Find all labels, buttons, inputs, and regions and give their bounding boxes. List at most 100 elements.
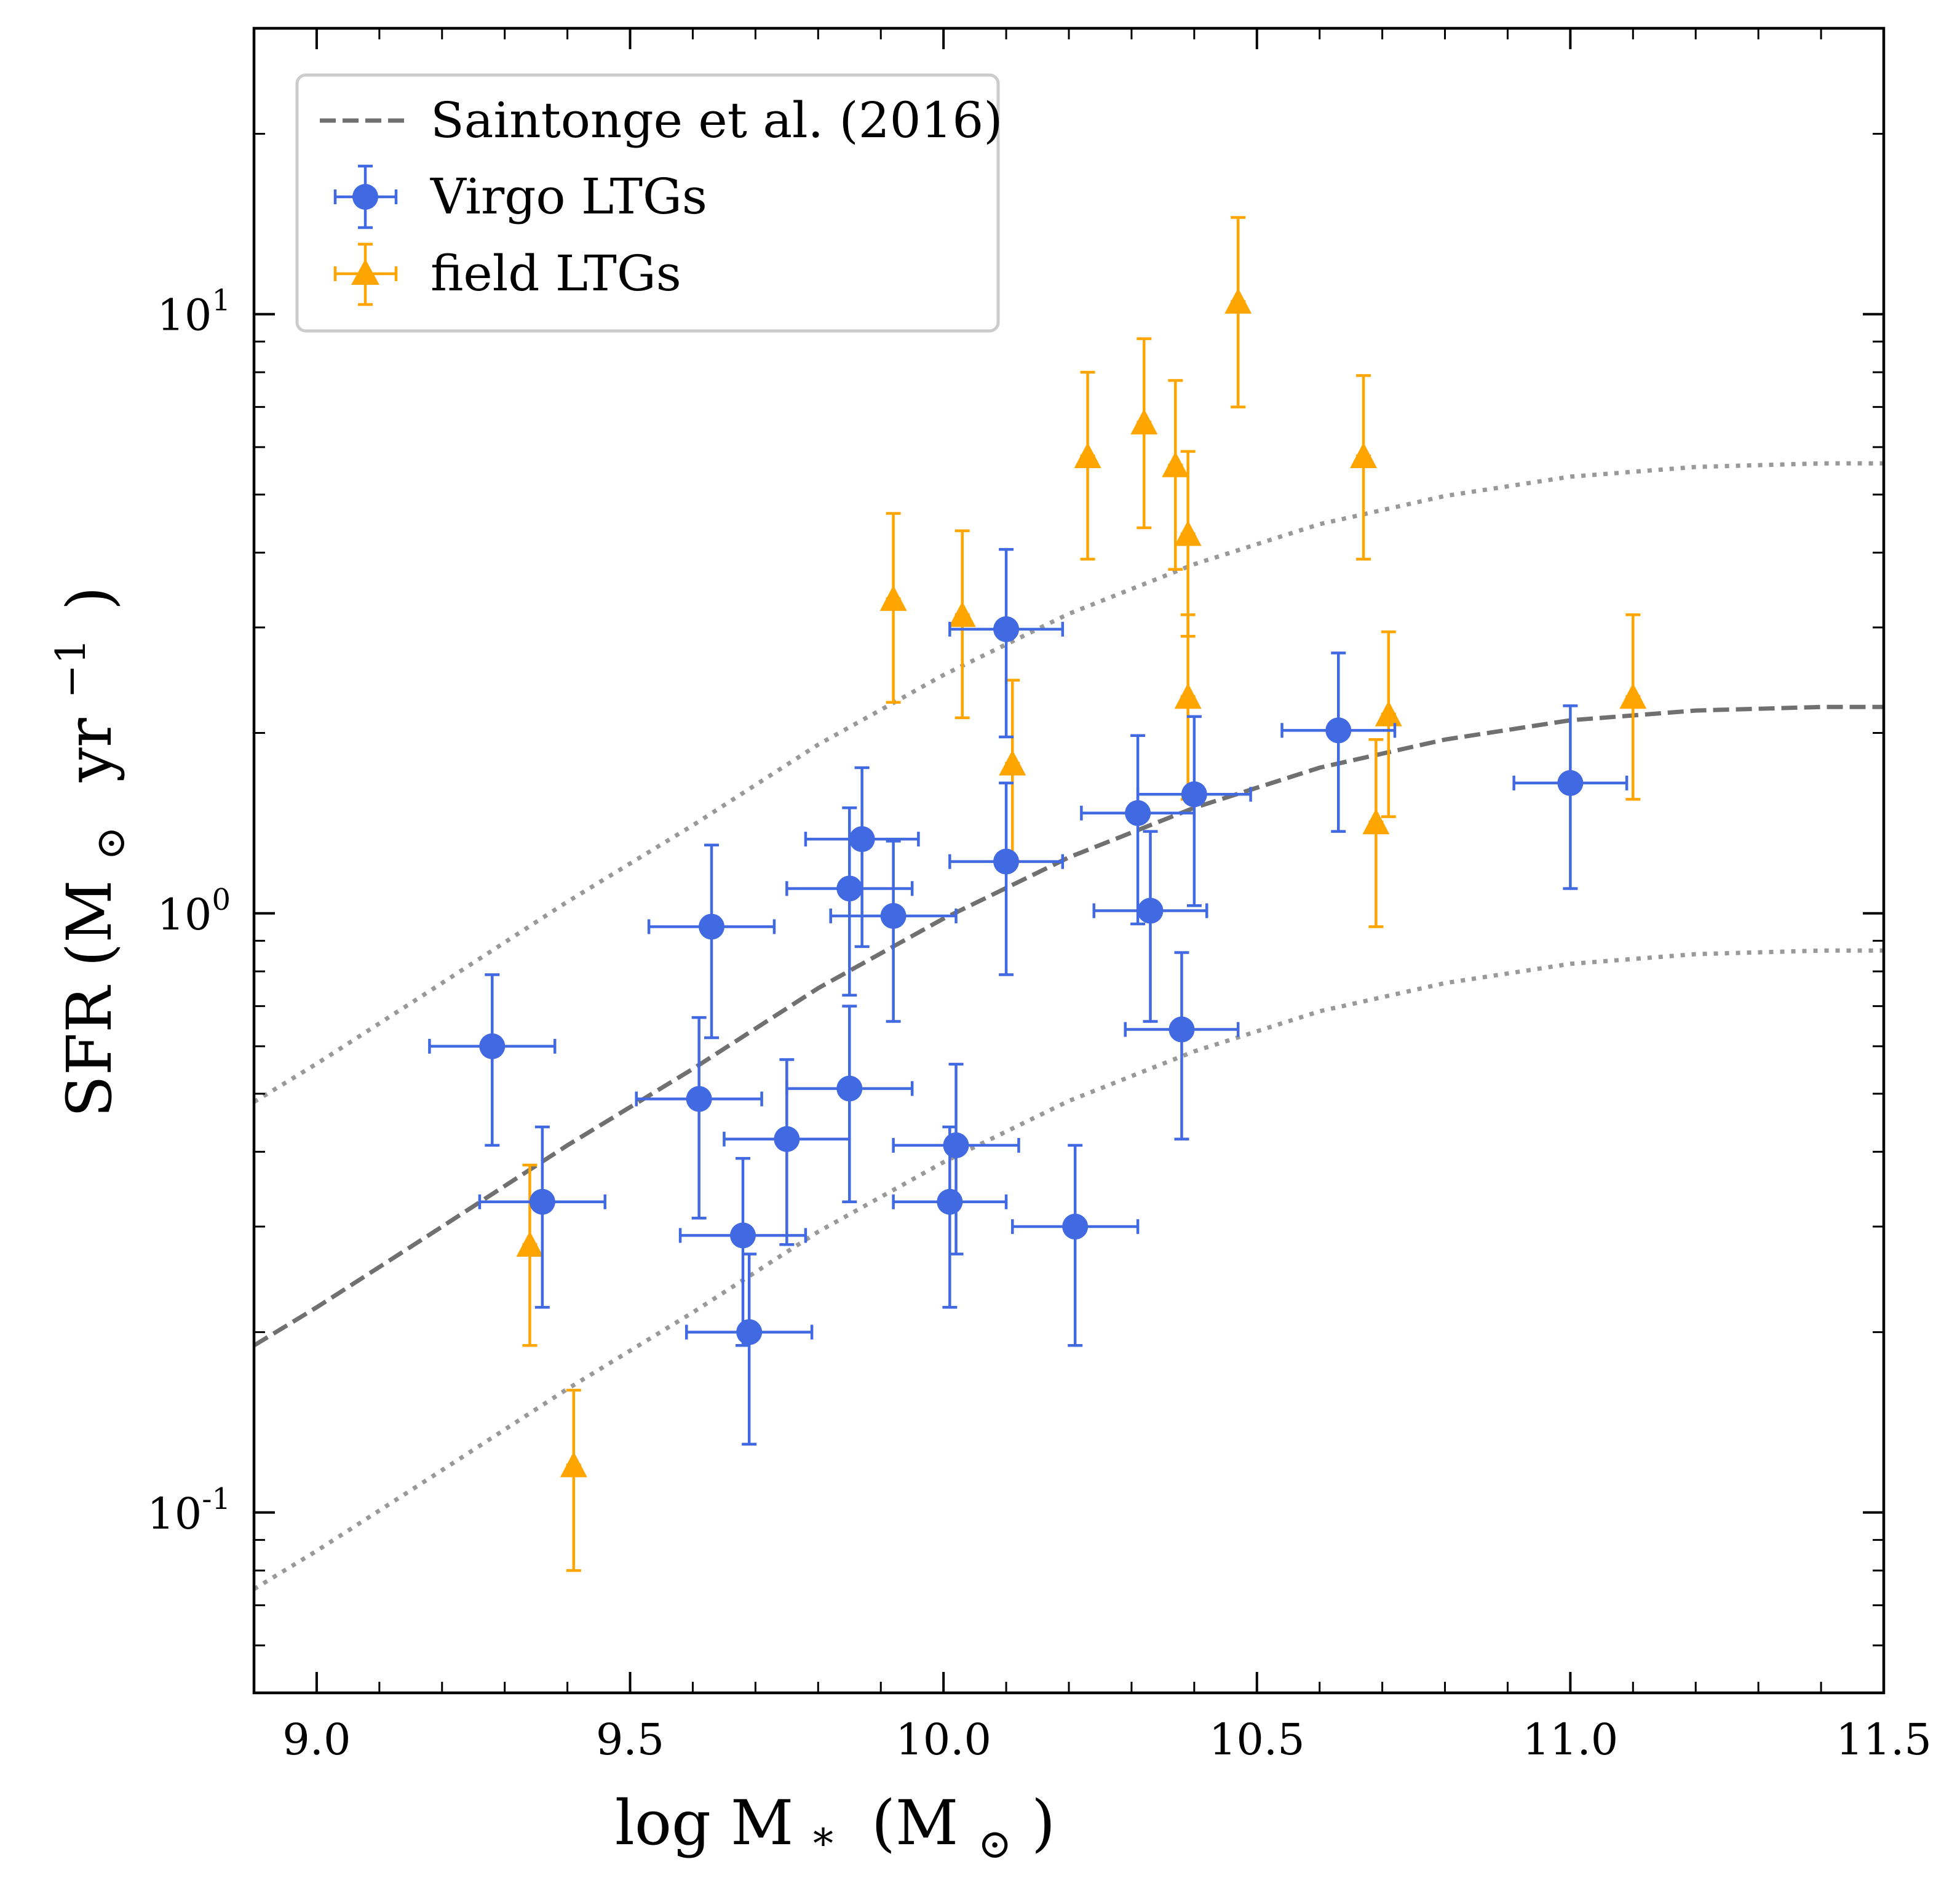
x-tick-label: 9.5 [596,1714,664,1765]
virgo-ltg-marker [849,826,875,853]
field-ltg-marker [1350,442,1378,468]
virgo-ltg-marker [937,1188,963,1215]
y-tick-exponent: 0 [212,883,231,917]
legend-fit-label: Saintonge et al. (2016) [430,92,1003,149]
field-ltg-marker [999,749,1026,776]
field-ltg-marker [1362,808,1390,835]
field-ltg-marker [1162,452,1189,477]
x-axis-label-unit-open: (M [871,1787,958,1859]
field-ltg-marker [1130,408,1158,435]
x-tick-label: 11.0 [1522,1714,1618,1765]
virgo-ltg-point [785,1005,914,1203]
field-ltg-point [560,1388,587,1572]
field-ltg-point [1350,374,1378,561]
field-ltg-point [1174,613,1202,801]
virgo-ltg-point [678,1156,807,1347]
virgo-ltg-point [1512,704,1629,890]
virgo-ltg-point [829,840,958,1023]
field-ltg-point [516,1163,544,1347]
field-ltg-marker [1224,288,1252,314]
legend-virgo-label: Virgo LTGs [430,168,707,225]
y-axis-label-unit: yr [54,718,125,782]
y-tick-base: 10 [147,1489,202,1539]
x-axis-label-unit-sub: ⊙ [978,1820,1012,1868]
virgo-ltg-point [685,1252,814,1446]
virgo-ltg-marker [736,1319,763,1345]
x-axis-label-sub: * [813,1820,833,1868]
x-axis-label-unit-close: ) [1031,1787,1055,1859]
field-ltg-point [948,529,976,720]
x-tick-label: 11.5 [1836,1714,1932,1765]
scatter-band-lines [254,461,1884,1591]
x-tick-label: 10.5 [1209,1714,1305,1765]
x-tick-label: 10.0 [895,1714,991,1765]
virgo-ltg-point [478,1125,607,1309]
virgo-ltg-point [635,1016,763,1220]
field-ltg-point [1074,370,1101,561]
virgo-ltg-marker [1125,800,1151,826]
y-axis-label-close: ) [54,586,125,610]
virgo-ltgs-series [428,547,1629,1446]
virgo-ltg-marker [1557,770,1584,796]
virgo-ltg-marker [774,1126,800,1152]
field-ltg-marker [948,601,976,627]
x-axis-label-main: log M [615,1787,793,1859]
virgo-ltg-marker [1168,1016,1195,1043]
legend-field-marker [351,259,379,285]
virgo-ltg-marker [699,913,725,940]
y-tick-label: 10-1 [147,1482,231,1539]
virgo-ltg-point [948,547,1065,739]
virgo-ltg-point [1136,715,1252,907]
virgo-ltg-point [1011,1144,1140,1347]
field-ltg-point [1224,216,1252,408]
y-axis-label: SFR (M ⊙ yr −1 ) [28,586,139,1118]
field-ltg-point [1174,450,1202,638]
field-ltg-marker [1174,683,1202,709]
field-ltg-point [1619,613,1647,801]
y-tick-base: 10 [157,889,212,940]
virgo-ltg-marker [529,1188,555,1215]
field-ltg-marker [1074,442,1101,468]
virgo-ltg-marker [479,1033,506,1059]
virgo-ltg-marker [1062,1214,1089,1240]
x-axis-label: log M * (M ⊙ ) [615,1787,1055,1872]
virgo-ltg-marker [993,848,1020,875]
virgo-ltg-point [647,843,776,1040]
virgo-ltg-marker [993,616,1020,642]
field-ltg-point [999,678,1026,863]
virgo-ltg-point [428,973,557,1147]
x-tick-label: 9.0 [282,1714,351,1765]
y-tick-label: 100 [157,883,231,940]
y-tick-exponent: -1 [202,1482,231,1516]
virgo-ltg-marker [730,1222,756,1249]
legend-field-swatch [333,242,398,306]
tick-marks [253,27,1885,1694]
field-ltg-point [1162,379,1189,571]
field-ltg-point [1362,738,1390,928]
field-ltg-marker [879,585,907,611]
field-ltg-point [879,512,907,704]
scatter-band-upper [254,461,1884,1104]
virgo-ltg-point [1124,951,1240,1140]
virgo-ltg-point [892,1062,1020,1255]
y-axis-label-sub: ⊙ [87,826,134,860]
y-tick-base: 10 [157,290,212,341]
field-ltgs-series [516,216,1647,1572]
virgo-ltg-marker [836,875,863,902]
virgo-ltg-point [1092,830,1208,1023]
virgo-ltg-marker [1137,897,1164,924]
virgo-ltg-point [948,781,1065,976]
legend-virgo-marker [352,184,378,210]
virgo-ltg-marker [686,1086,712,1112]
virgo-ltg-marker [1325,717,1352,744]
field-ltg-marker [1375,700,1402,726]
fit-line [254,704,1884,1348]
virgo-ltg-marker [880,903,907,929]
field-ltg-marker [516,1231,544,1257]
y-tick-exponent: 1 [212,284,231,318]
virgo-ltg-marker [943,1132,969,1158]
virgo-ltg-point [1280,651,1397,833]
field-ltg-marker [560,1451,587,1478]
